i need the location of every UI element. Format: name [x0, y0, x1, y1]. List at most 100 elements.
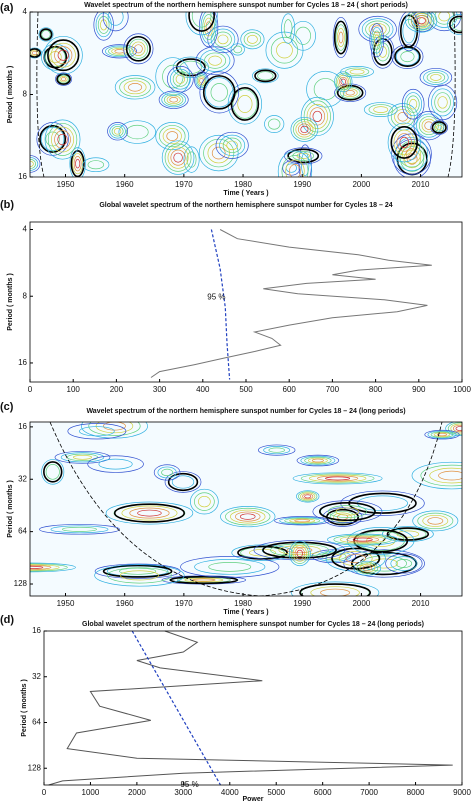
- chart-title: Wavelet spectrum of the northern hemisph…: [86, 408, 405, 415]
- contour: [100, 19, 108, 31]
- contour: [419, 68, 453, 87]
- x-tick-label: 8000: [407, 788, 425, 797]
- contour: [437, 96, 448, 109]
- contour: [235, 511, 261, 522]
- contour: [279, 516, 326, 525]
- x-tick-label: 9000: [453, 788, 471, 797]
- contour: [281, 155, 309, 177]
- significance-contour: [30, 48, 41, 58]
- contour: [417, 512, 454, 530]
- series-line: [48, 630, 453, 786]
- contour: [302, 493, 314, 500]
- contour: [332, 16, 350, 59]
- contour: [369, 23, 385, 58]
- chart-title: Global wavelet spectrum of the northern …: [82, 621, 424, 628]
- y-axis-label: Period ( months ): [7, 480, 14, 538]
- contour: [452, 424, 462, 433]
- contour: [312, 500, 383, 523]
- y-tick-label: 16: [18, 358, 27, 367]
- x-tick-label: 1970: [175, 599, 193, 608]
- contour: [289, 164, 301, 177]
- x-tick-label: 500: [239, 385, 253, 394]
- contour: [172, 71, 188, 87]
- contour: [405, 12, 438, 33]
- contour: [172, 56, 209, 79]
- contour: [338, 31, 344, 44]
- contour: [289, 518, 316, 524]
- y-tick-label: 32: [32, 672, 41, 681]
- contour: [400, 146, 425, 172]
- contour: [431, 88, 455, 117]
- contour: [128, 83, 143, 92]
- contour: [175, 74, 186, 84]
- contour: [368, 104, 393, 115]
- contour: [406, 95, 420, 113]
- contour: [191, 12, 212, 28]
- contour: [399, 136, 410, 149]
- contour: [288, 540, 311, 567]
- significance-contour: [202, 75, 236, 110]
- contour: [340, 66, 374, 78]
- significance-contour: [102, 564, 173, 578]
- contour: [304, 494, 312, 499]
- contour: [173, 152, 183, 163]
- contour: [123, 80, 147, 95]
- contour: [105, 45, 134, 58]
- y-tick-label: 128: [28, 763, 42, 772]
- contour: [58, 74, 70, 84]
- contour: [436, 124, 443, 131]
- contour: [410, 13, 432, 29]
- contour: [164, 93, 184, 106]
- contour: [210, 83, 228, 102]
- contour: [128, 38, 149, 59]
- contour: [43, 35, 83, 75]
- contour: [81, 422, 148, 439]
- contour: [195, 46, 235, 75]
- contour: [123, 33, 154, 65]
- significance-contour: [449, 15, 462, 34]
- x-tick-label: 0: [28, 385, 33, 394]
- contour: [335, 24, 347, 51]
- contour-decoration: [30, 12, 462, 596]
- contour: [298, 491, 318, 502]
- contour: [159, 125, 186, 148]
- significance-contour: [350, 551, 418, 576]
- contour: [293, 119, 316, 140]
- contour: [296, 549, 304, 558]
- contour: [38, 27, 54, 42]
- significance-contour: [175, 58, 206, 77]
- contour: [308, 474, 367, 483]
- contour: [208, 562, 252, 572]
- contour: [430, 74, 442, 81]
- y-tick-label: 64: [18, 527, 27, 536]
- contour: [137, 509, 162, 517]
- contour: [430, 431, 454, 438]
- contour: [285, 159, 305, 177]
- significance-contour: [125, 35, 151, 62]
- contour: [153, 464, 181, 481]
- contour: [233, 45, 243, 54]
- y-tick-label: 16: [18, 172, 27, 181]
- contour: [429, 467, 462, 484]
- contour: [184, 577, 224, 583]
- chart-title: Wavelet spectrum of the northern hemisph…: [84, 2, 408, 9]
- contour: [30, 563, 68, 572]
- contour: [373, 106, 389, 113]
- contour: [131, 41, 146, 57]
- contour: [274, 516, 331, 526]
- y-tick-label: 8: [23, 291, 28, 300]
- contour: [82, 157, 110, 173]
- contour: [337, 27, 345, 48]
- contour: [73, 156, 82, 172]
- contour: [300, 473, 375, 484]
- significance-contour: [333, 20, 348, 55]
- contour: [333, 534, 392, 545]
- contour: [45, 464, 60, 480]
- contour: [356, 562, 379, 575]
- contour: [111, 126, 124, 137]
- contour: [421, 118, 436, 133]
- contour: [230, 509, 266, 524]
- y-tick-label: 16: [18, 422, 27, 431]
- contour: [119, 567, 157, 575]
- contour: [268, 118, 281, 130]
